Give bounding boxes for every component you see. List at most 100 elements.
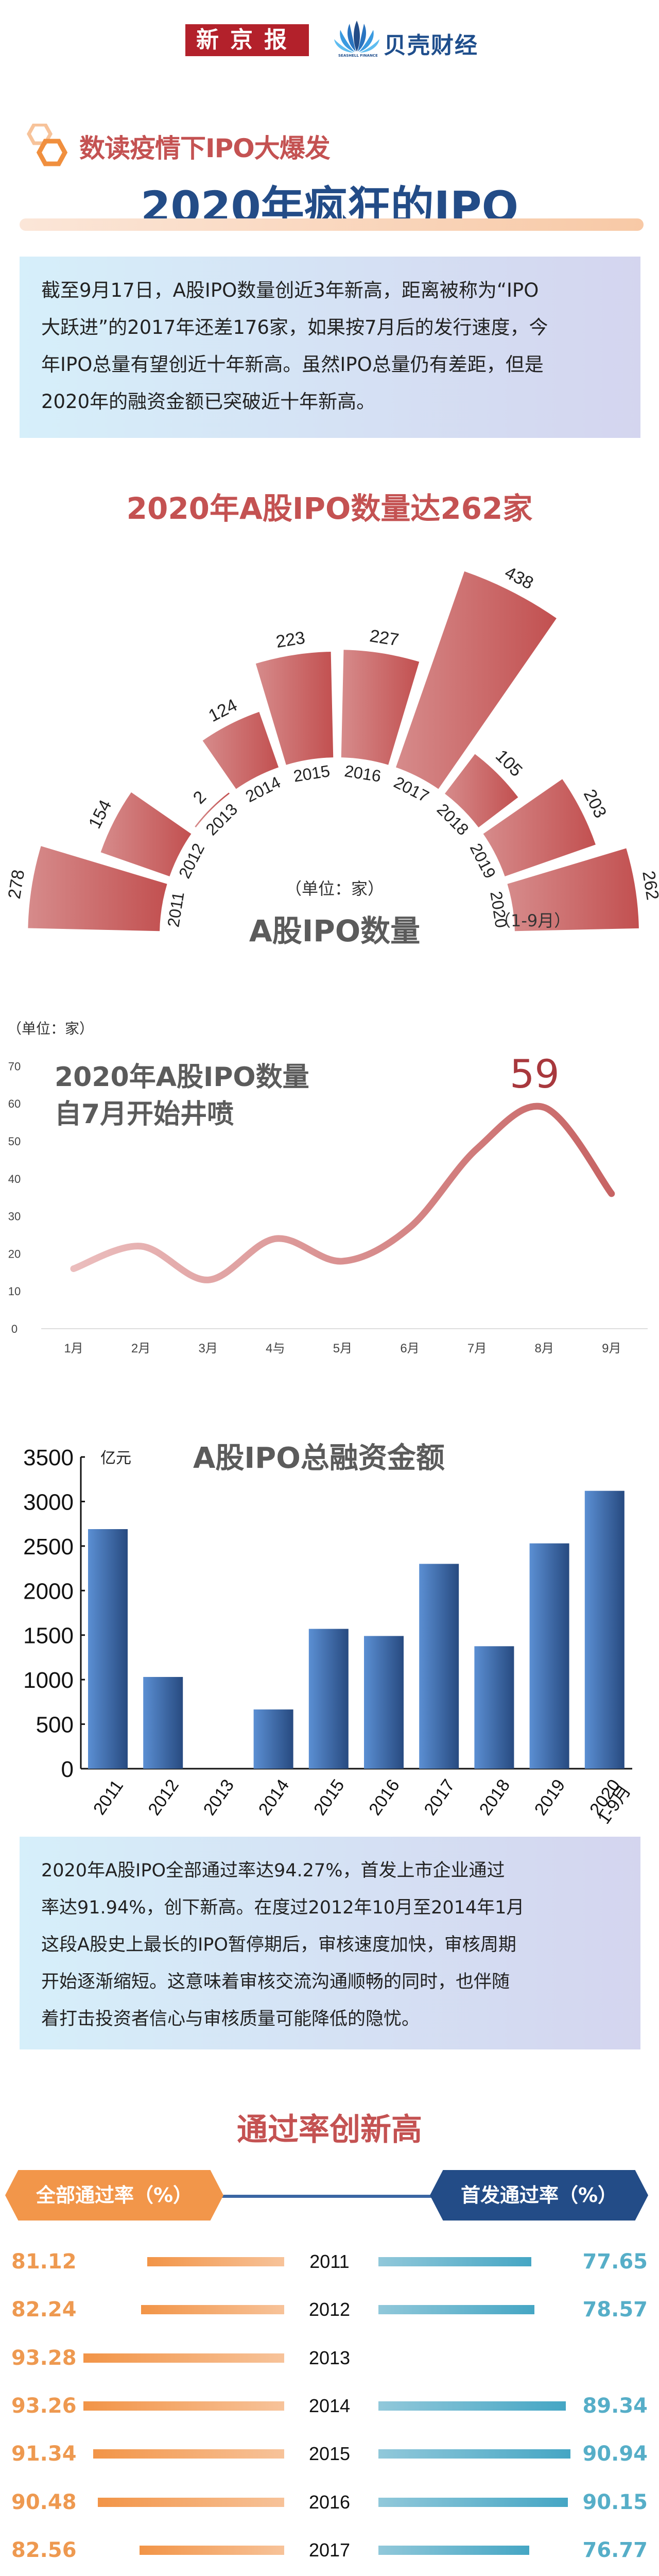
y-tick-label: 70 (8, 1060, 21, 1073)
intro-line: 2020年的融资金额已突破近十年新高。 (41, 391, 376, 413)
passrate-year: 2011 (309, 2251, 350, 2272)
x-tick-label: 1月 (64, 1342, 83, 1355)
all-passrate-value: 82.24 (11, 2298, 77, 2322)
radial-chart-title: A股IPO数量 (249, 913, 421, 948)
financing-bar-2011 (88, 1529, 128, 1769)
section-heading-ipo-count: 2020年A股IPO数量达262家 (126, 491, 533, 526)
bar-chart-title: A股IPO总融资金额 (193, 1442, 445, 1475)
radial-2020-note: （1-9月） (494, 911, 571, 930)
radial-bar-2015 (255, 651, 334, 765)
all-passrate-bar (83, 2401, 284, 2411)
first-passrate-bar (378, 2497, 568, 2507)
passrate-intro-line: 着打击投资者信心与审核质量可能降低的隐忧。 (41, 2009, 420, 2029)
radial-bar-2018 (445, 754, 518, 827)
passrate-row: 90.48 2016 90.15 (0, 2487, 659, 2518)
all-passrate-value: 82.56 (11, 2538, 77, 2562)
first-passrate-value: 77.65 (582, 2250, 648, 2274)
all-passrate-bar (98, 2497, 284, 2507)
header-all-passrate: 全部通过率（%） (5, 2170, 223, 2221)
all-passrate-bar (140, 2545, 284, 2555)
y-tick-label: 60 (8, 1097, 21, 1110)
all-passrate-value: 91.34 (11, 2442, 77, 2466)
page-subtitle: 数读疫情下IPO大爆发 (79, 133, 331, 163)
passrate-year: 2013 (308, 2347, 351, 2368)
first-passrate-value: 78.57 (582, 2298, 648, 2322)
intro-line: 截至9月17日，A股IPO数量创近3年新高，距离被称为“IPO (41, 279, 539, 301)
first-passrate-bar (378, 2545, 529, 2555)
x-tick-label: 2月 (131, 1342, 150, 1355)
all-passrate-bar (83, 2353, 284, 2363)
header-first-passrate-label: 首发通过率（%） (460, 2184, 618, 2207)
passrate-row: 93.26 2014 89.34 (0, 2391, 659, 2421)
radial-value-label: 278 (5, 868, 28, 900)
title-divider-bar (20, 218, 644, 231)
xinjingbao-logo: 新京报 (185, 24, 309, 56)
line-chart-title-1: 2020年A股IPO数量 (55, 1062, 309, 1093)
x-tick-label: 2015 (310, 1776, 349, 1819)
y-tick-label: 0 (11, 1323, 18, 1335)
x-tick-label: 8月 (535, 1342, 554, 1355)
x-tick-label: 2019 (531, 1776, 569, 1819)
passrate-row: 91.34 2015 90.94 (0, 2438, 659, 2469)
passrate-year: 2012 (308, 2299, 351, 2320)
y-tick-label: 1500 (23, 1623, 74, 1649)
header-first-passrate: 首发通过率（%） (430, 2170, 648, 2221)
all-passrate-value: 90.48 (11, 2490, 77, 2514)
passrate-row: 81.12 2011 77.65 (0, 2246, 659, 2277)
financing-bar-2020 1-9月 (584, 1490, 625, 1769)
section-heading-passrate: 通过率创新高 (237, 2112, 422, 2148)
all-passrate-value: 93.28 (11, 2346, 77, 2370)
seashell-finance-name: 贝壳财经 (384, 32, 478, 59)
header-all-passrate-label: 全部通过率（%） (36, 2184, 193, 2207)
y-tick-label: 2000 (23, 1579, 74, 1604)
passrate-intro-line: 这段A股史上最长的IPO暂停期后，审核速度加快，审核周期 (41, 1935, 516, 1955)
passrate-row: 93.28 2013 (0, 2343, 659, 2374)
passrate-intro-line: 率达91.94%，创下新高。在度过2012年10月至2014年1月 (41, 1897, 525, 1918)
radial-value-label: 438 (501, 563, 536, 594)
y-tick-label: 50 (8, 1135, 21, 1148)
seashell-finance-logo: 贝壳财经 SEASHELL FINANCE (332, 20, 487, 61)
y-tick-label: 30 (8, 1210, 21, 1223)
line-chart-unit: （单位：家） (7, 1020, 94, 1037)
all-passrate-bar (141, 2305, 284, 2315)
y-tick-label: 1000 (23, 1668, 74, 1693)
passrate-connector-line (221, 2195, 438, 2198)
radial-year-label: 2016 (343, 761, 383, 786)
radial-bar-2013 (195, 792, 230, 827)
passrate-year: 2016 (308, 2491, 351, 2513)
radial-value-label: 223 (274, 628, 306, 652)
radial-value-label: 124 (205, 695, 240, 726)
passrate-year: 2015 (308, 2443, 351, 2465)
passrate-intro-line: 开始逐渐缩短。这意味着审核交流沟通顺畅的同时，也伴随 (41, 1972, 510, 1992)
all-passrate-value: 81.12 (11, 2250, 77, 2274)
all-passrate-value: 93.26 (11, 2394, 77, 2418)
intro-line: 年IPO总量有望创近十年新高。虽然IPO总量仍有差距，但是 (41, 353, 544, 376)
first-passrate-bar (378, 2305, 534, 2315)
first-passrate-value: 90.15 (582, 2490, 648, 2514)
radial-year-label: 2015 (292, 761, 331, 786)
line-chart-title-2: 自7月开始井喷 (55, 1099, 234, 1130)
radial-bar-2016 (341, 650, 420, 765)
y-tick-label: 0 (61, 1757, 74, 1782)
y-tick-label: 40 (8, 1173, 21, 1185)
bar-chart-financing: 0 500 1000 1500 2000 2500 3000 3500 2011 2012 2013… (23, 1445, 635, 1824)
x-tick-label: 3月 (199, 1342, 218, 1355)
passrate-row: 82.24 2012 78.57 (0, 2294, 659, 2325)
line-chart: 0 10 20 30 40 50 60 70 1月 2月 3月 4与 5月 6月 7月 8月 9月 (8, 1060, 648, 1355)
y-tick-label: 10 (8, 1285, 21, 1298)
radial-bar-2014 (202, 711, 279, 789)
y-tick-label: 20 (8, 1247, 21, 1260)
passrate-year: 2017 (308, 2539, 351, 2561)
financing-bar-2015 (308, 1629, 349, 1769)
financing-bar-2016 (364, 1636, 404, 1769)
y-tick-label: 3000 (23, 1489, 74, 1515)
x-tick-label: 2013 (200, 1776, 238, 1819)
intro-line: 大跃进”的2017年还差176家，如果按7月后的发行速度，今 (41, 316, 548, 338)
radial-value-label: 262 (638, 870, 659, 902)
radial-year-label: 2011 (164, 891, 187, 929)
first-passrate-value: 89.34 (582, 2394, 648, 2418)
y-tick-label: 3500 (23, 1445, 74, 1470)
intro-box: 截至9月17日，A股IPO数量创近3年新高，距离被称为“IPO 大跃进”的201… (20, 257, 640, 438)
passrate-row: 82.56 2017 76.77 (0, 2535, 659, 2566)
first-passrate-bar (378, 2401, 566, 2411)
